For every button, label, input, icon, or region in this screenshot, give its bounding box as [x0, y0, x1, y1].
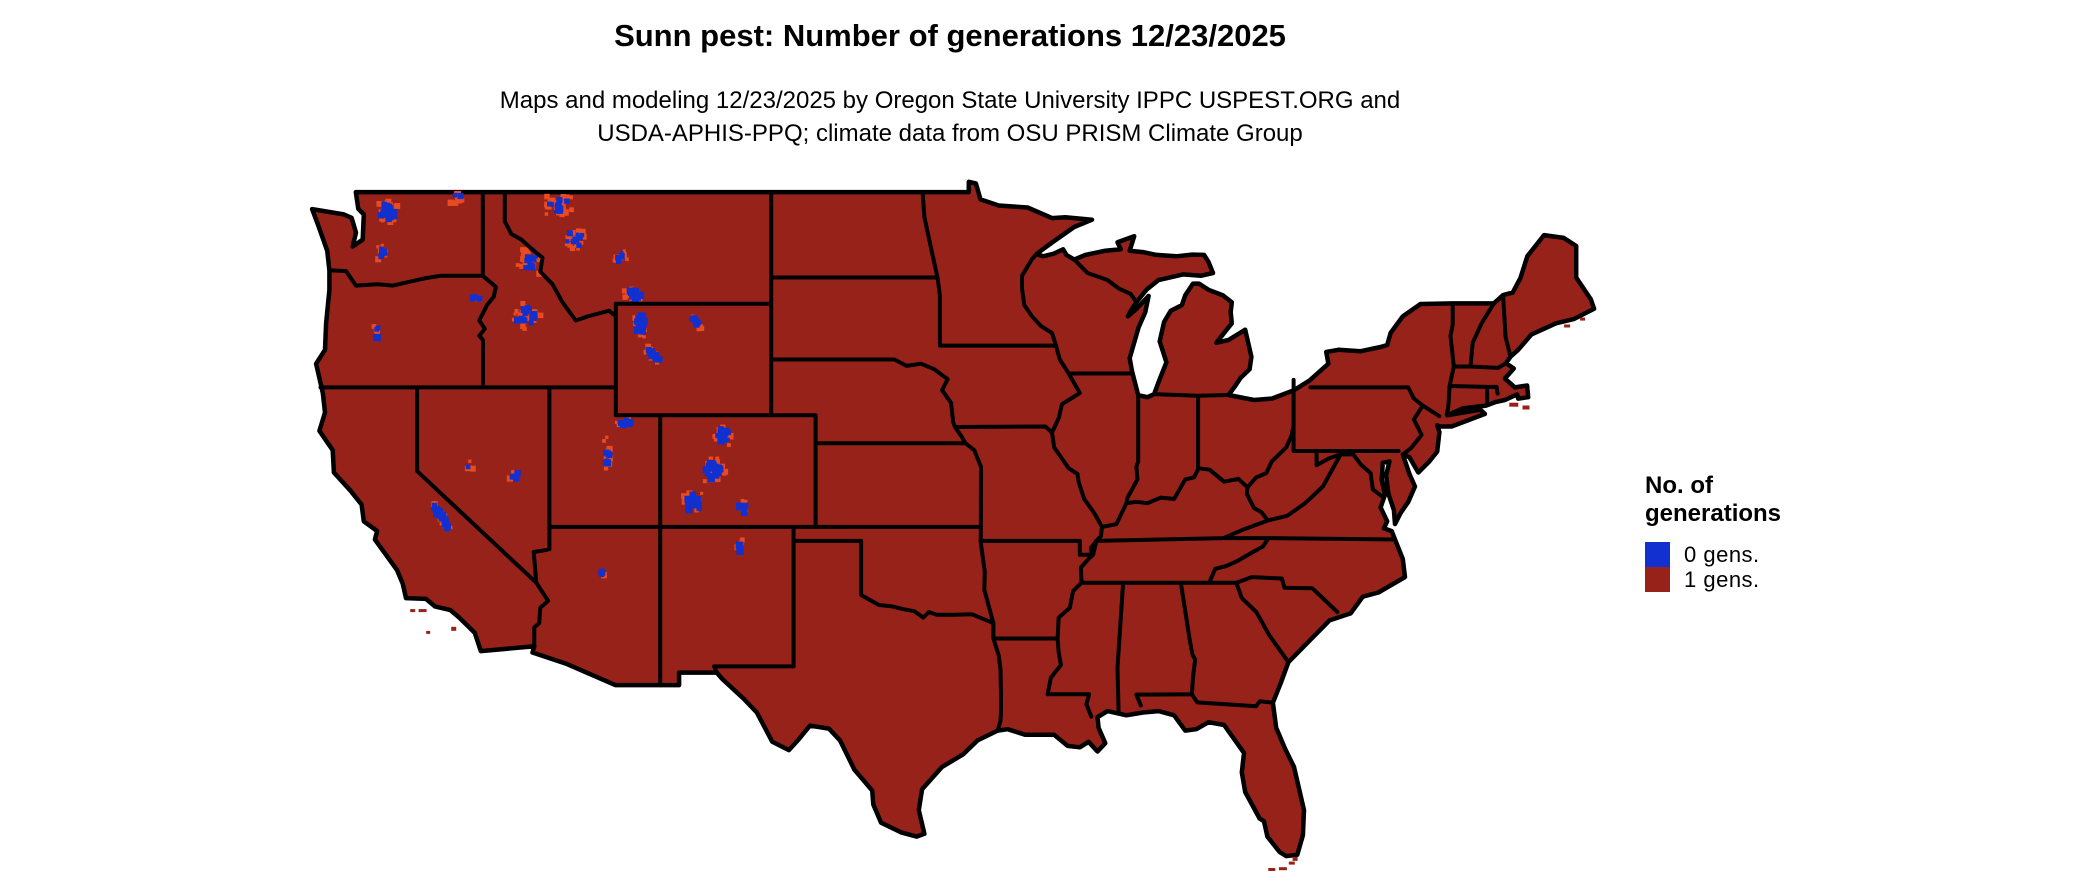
island-11 — [1580, 317, 1586, 321]
page-title: Sunn pest: Number of generations 12/23/2… — [614, 18, 1286, 53]
island-4 — [418, 609, 427, 613]
legend-label-0: 0 gens. — [1684, 541, 1760, 567]
legend-item-1-gens: 1 gens. — [1645, 567, 1905, 592]
island-3 — [1292, 856, 1298, 861]
conus-land-outline — [309, 179, 1597, 859]
us-generations-map — [295, 138, 1615, 888]
island-8 — [1509, 402, 1519, 407]
legend-label-1: 1 gens. — [1684, 566, 1760, 592]
legend-swatch-1 — [1645, 567, 1670, 592]
map-legend: No. of generations 0 gens. 1 gens. — [1645, 472, 1905, 592]
island-10 — [1564, 324, 1571, 328]
us-map-svg — [309, 179, 1597, 871]
legend-items: 0 gens. 1 gens. — [1645, 542, 1905, 592]
legend-swatch-0 — [1645, 542, 1670, 567]
zero-generation-speckles — [371, 190, 749, 579]
legend-item-0-gens: 0 gens. — [1645, 542, 1905, 567]
map-credit-subtitle: Maps and modeling 12/23/2025 by Oregon S… — [0, 84, 1900, 150]
subtitle-line-1: Maps and modeling 12/23/2025 by Oregon S… — [499, 87, 1401, 114]
state-borders — [318, 190, 1513, 733]
island-1 — [1278, 867, 1287, 871]
island-6 — [451, 626, 457, 631]
legend-title: No. of generations — [1645, 472, 1905, 528]
legend-title-line-1: No. of — [1645, 472, 1713, 499]
island-7 — [426, 630, 431, 634]
legend-title-line-2: generations — [1645, 500, 1782, 527]
island-5 — [410, 609, 416, 613]
island-9 — [1522, 405, 1530, 410]
island-0 — [1268, 868, 1276, 871]
island-2 — [1288, 861, 1295, 865]
subtitle-line-2: USDA-APHIS-PPQ; climate data from OSU PR… — [597, 120, 1303, 147]
